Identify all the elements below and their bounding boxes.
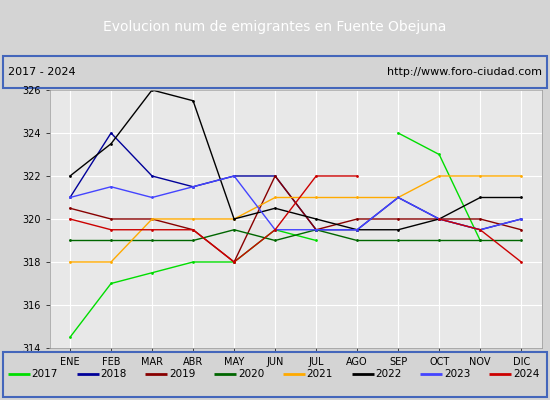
Text: 2024: 2024 xyxy=(513,369,539,379)
Text: 2019: 2019 xyxy=(169,369,195,379)
Text: 2023: 2023 xyxy=(444,369,470,379)
Text: http://www.foro-ciudad.com: http://www.foro-ciudad.com xyxy=(387,67,542,77)
Text: 2018: 2018 xyxy=(100,369,126,379)
Text: 2021: 2021 xyxy=(307,369,333,379)
Text: 2017: 2017 xyxy=(32,369,58,379)
Text: Evolucion num de emigrantes en Fuente Obejuna: Evolucion num de emigrantes en Fuente Ob… xyxy=(103,20,447,34)
Text: 2022: 2022 xyxy=(375,369,402,379)
Text: 2017 - 2024: 2017 - 2024 xyxy=(8,67,76,77)
Text: 2020: 2020 xyxy=(238,369,264,379)
